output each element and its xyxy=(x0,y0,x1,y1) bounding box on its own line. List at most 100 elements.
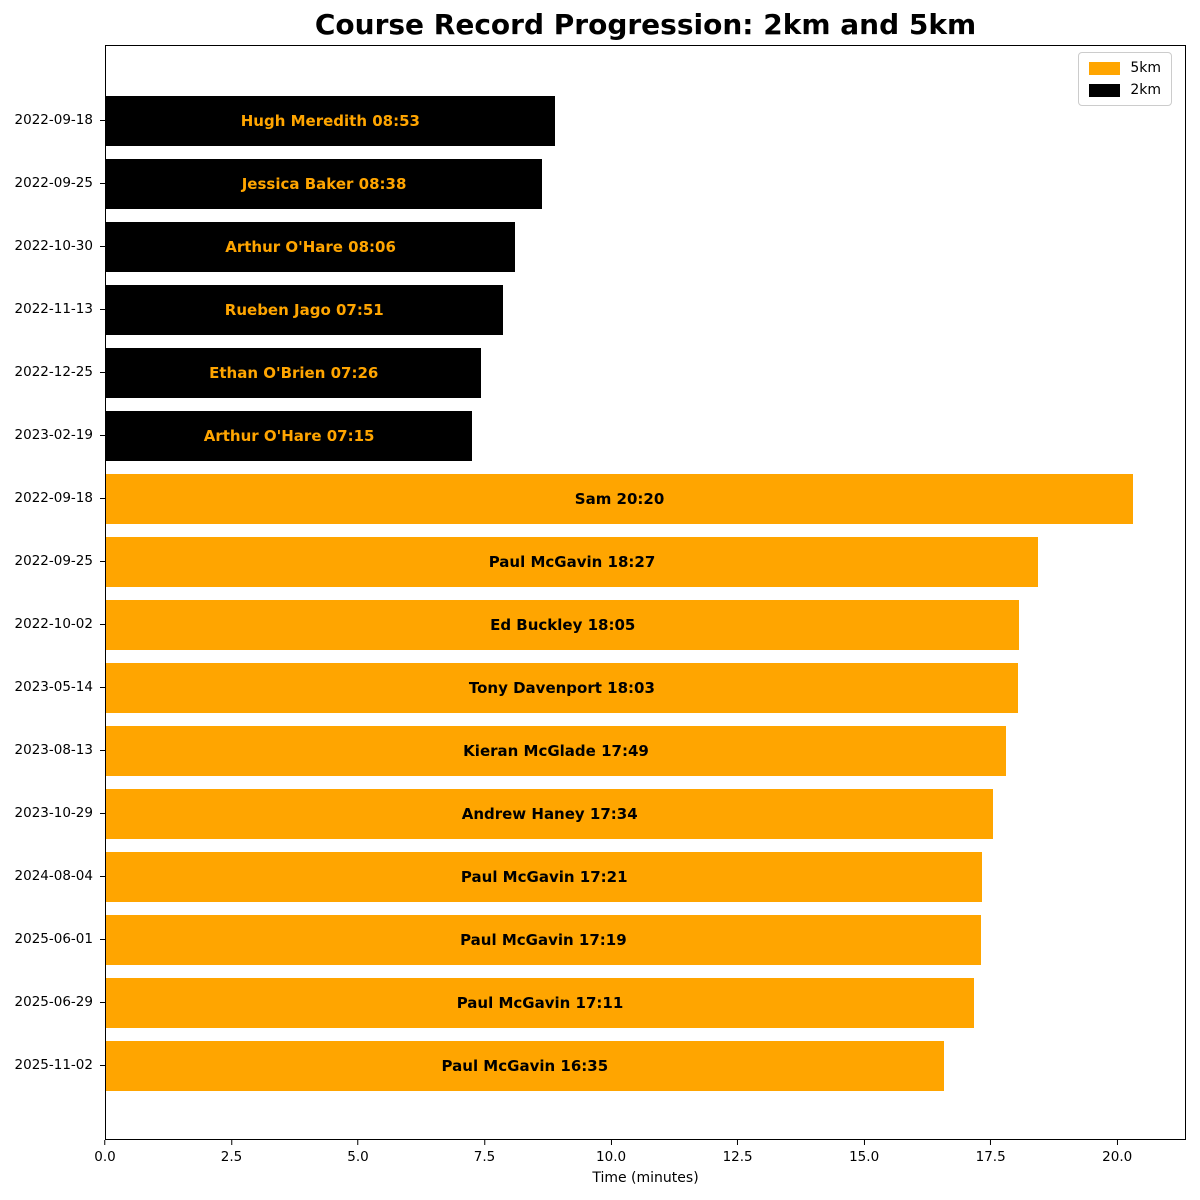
x-axis: 0.0 2.5 5.0 7.5 10.0 12.5 15.0 17.5 20.0 xyxy=(94,1140,1186,1170)
x-tick-mark xyxy=(863,1140,865,1145)
bars-layer: Hugh Meredith 08:53 Jessica Baker 08:38 Ar… xyxy=(106,46,1185,1139)
y-tick-mark xyxy=(100,1002,106,1003)
x-tick: 7.5 xyxy=(474,1140,495,1165)
record-bar: Paul McGavin 17:11 xyxy=(106,978,974,1028)
record-bar: Paul McGavin 17:19 xyxy=(106,915,981,965)
x-tick: 17.5 xyxy=(976,1140,1006,1165)
x-tick-label: 5.0 xyxy=(347,1149,369,1165)
y-tick-label: 2025-06-01 xyxy=(14,931,93,947)
x-tick: 20.0 xyxy=(1102,1140,1132,1165)
bar-label: Ethan O'Brien 07:26 xyxy=(209,364,379,382)
bar-label: Ed Buckley 18:05 xyxy=(490,616,636,634)
y-tick-label: 2023-08-13 xyxy=(14,742,93,758)
legend-label-5km: 5km xyxy=(1130,60,1161,76)
y-tick-label: 2023-05-14 xyxy=(14,679,93,695)
y-tick-mark xyxy=(100,750,106,751)
record-bar: Rueben Jago 07:51 xyxy=(106,285,503,335)
y-tick-mark xyxy=(100,1065,106,1066)
bar-label: Jessica Baker 08:38 xyxy=(241,175,407,193)
record-bar: Arthur O'Hare 07:15 xyxy=(106,411,473,461)
x-tick-label: 12.5 xyxy=(722,1149,753,1165)
legend-entry-2km: 2km xyxy=(1089,83,1161,97)
x-tick: 12.5 xyxy=(723,1140,753,1165)
bar-label: Arthur O'Hare 07:15 xyxy=(203,427,375,445)
y-tick-label: 2022-10-02 xyxy=(14,616,93,632)
y-tick-mark xyxy=(100,183,106,184)
bar-label: Hugh Meredith 08:53 xyxy=(240,112,420,130)
y-tick-label: 2024-08-04 xyxy=(14,868,93,884)
x-tick-mark xyxy=(357,1140,359,1145)
y-tick-mark xyxy=(100,372,106,373)
bar-label: Paul McGavin 17:21 xyxy=(460,868,628,886)
y-tick-mark xyxy=(100,561,106,562)
x-tick-mark xyxy=(737,1140,739,1145)
y-tick-label: 2025-06-29 xyxy=(14,994,93,1010)
x-tick-label: 10.0 xyxy=(596,1149,627,1165)
y-tick-label: 2022-10-30 xyxy=(14,238,93,254)
bar-label: Paul McGavin 16:35 xyxy=(441,1057,609,1075)
x-tick-mark xyxy=(484,1140,486,1145)
record-bar: Ed Buckley 18:05 xyxy=(106,600,1020,650)
y-tick-label: 2025-11-02 xyxy=(14,1057,93,1073)
legend-entry-5km: 5km xyxy=(1089,61,1161,75)
y-tick-label: 2022-12-25 xyxy=(14,364,93,380)
chart-title: Course Record Progression: 2km and 5km xyxy=(314,8,977,41)
x-tick: 5.0 xyxy=(347,1140,369,1165)
y-tick-label: 2022-11-13 xyxy=(14,301,93,317)
x-tick-mark xyxy=(231,1140,233,1145)
record-bar: Andrew Haney 17:34 xyxy=(106,789,994,839)
y-tick-label: 2022-09-25 xyxy=(14,553,93,569)
x-tick-label: 2.5 xyxy=(220,1149,243,1165)
y-tick-label: 2022-09-25 xyxy=(14,175,93,191)
bar-label: Sam 20:20 xyxy=(574,490,665,508)
y-tick-mark xyxy=(100,813,106,814)
x-tick-label: 7.5 xyxy=(473,1149,496,1165)
y-tick-mark xyxy=(100,687,106,688)
y-tick-label: 2023-02-19 xyxy=(14,427,93,443)
record-bar: Sam 20:20 xyxy=(106,474,1134,524)
y-tick-mark xyxy=(100,435,106,436)
bar-label: Tony Davenport 18:03 xyxy=(468,679,655,697)
y-tick-mark xyxy=(100,498,106,499)
y-tick-mark xyxy=(100,309,106,310)
record-bar: Arthur O'Hare 08:06 xyxy=(106,222,516,272)
x-tick-mark xyxy=(990,1140,992,1145)
bar-label: Rueben Jago 07:51 xyxy=(224,301,384,319)
y-tick-mark xyxy=(100,624,106,625)
x-tick-mark xyxy=(1116,1140,1118,1145)
y-tick-mark xyxy=(100,120,106,121)
x-tick: 0.0 xyxy=(94,1140,116,1165)
x-tick: 15.0 xyxy=(849,1140,879,1165)
x-tick-label: 20.0 xyxy=(1102,1149,1133,1165)
y-tick-label: 2022-09-18 xyxy=(14,490,93,506)
record-bar: Paul McGavin 17:21 xyxy=(106,852,983,902)
bar-label: Andrew Haney 17:34 xyxy=(461,805,638,823)
legend: 5km 2km xyxy=(1078,52,1172,106)
y-tick-mark xyxy=(100,939,106,940)
x-tick-label: 15.0 xyxy=(849,1149,880,1165)
y-tick-mark xyxy=(100,246,106,247)
legend-swatch-2km-icon xyxy=(1089,83,1121,97)
legend-label-2km: 2km xyxy=(1130,82,1161,98)
record-bar: Ethan O'Brien 07:26 xyxy=(106,348,482,398)
y-tick-label: 2022-09-18 xyxy=(14,112,93,128)
record-bar: Tony Davenport 18:03 xyxy=(106,663,1018,713)
record-bar: Hugh Meredith 08:53 xyxy=(106,96,555,146)
x-tick-label: 17.5 xyxy=(975,1149,1006,1165)
record-bar: Paul McGavin 18:27 xyxy=(106,537,1038,587)
x-axis-title: Time (minutes) xyxy=(592,1170,699,1186)
x-tick-mark xyxy=(104,1140,106,1145)
bar-label: Paul McGavin 17:11 xyxy=(456,994,624,1012)
x-tick: 2.5 xyxy=(221,1140,242,1165)
x-tick-mark xyxy=(610,1140,612,1145)
x-tick-label: 0.0 xyxy=(94,1149,116,1165)
y-tick-label: 2023-10-29 xyxy=(14,805,93,821)
record-bar: Kieran McGlade 17:49 xyxy=(106,726,1007,776)
legend-swatch-5km-icon xyxy=(1089,61,1121,75)
bar-label: Kieran McGlade 17:49 xyxy=(463,742,649,760)
record-bar: Paul McGavin 16:35 xyxy=(106,1041,944,1091)
bar-label: Paul McGavin 17:19 xyxy=(460,931,627,949)
record-bar: Jessica Baker 08:38 xyxy=(106,159,543,209)
plot-area: Hugh Meredith 08:53 Jessica Baker 08:38 Ar… xyxy=(105,45,1186,1140)
